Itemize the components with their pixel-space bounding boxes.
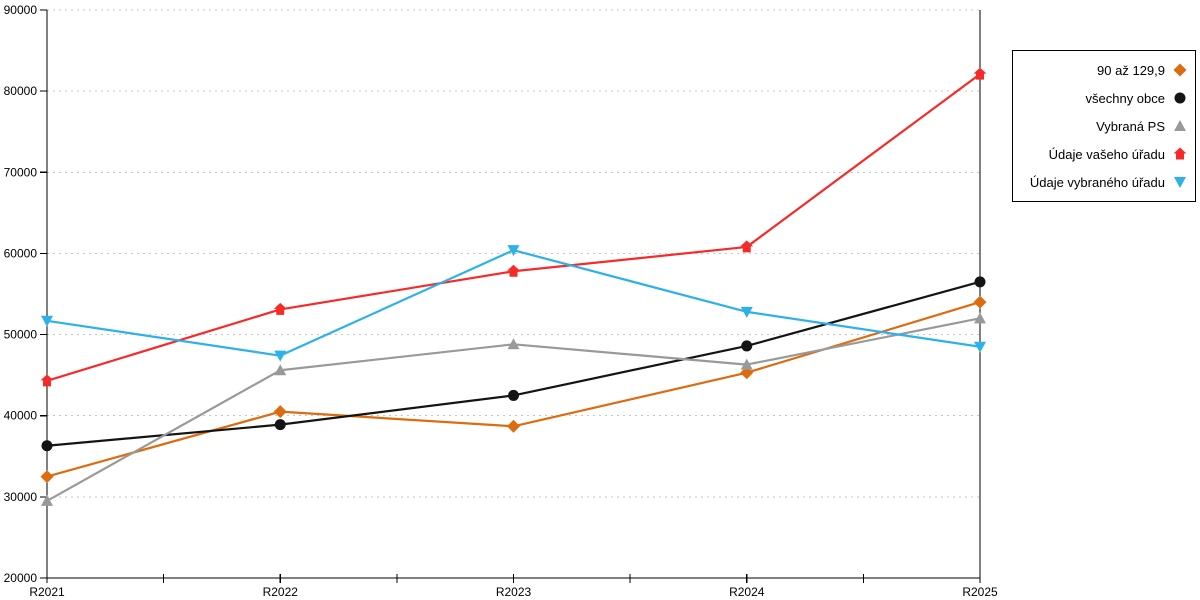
legend-label: Údaje vašeho úřadu (1048, 146, 1165, 162)
triangle-down-marker-icon (740, 306, 753, 318)
circle-glyph (1174, 92, 1186, 104)
triangle-down-marker-icon (507, 245, 520, 257)
x-tick-label: R2022 (263, 585, 299, 599)
triangle-down-marker-icon (274, 350, 287, 362)
diamond-glyph (1173, 63, 1187, 77)
diamond-marker-icon (507, 419, 520, 433)
diamond-marker-icon (273, 405, 287, 419)
triangle-down-marker-icon (974, 341, 986, 353)
diamond-icon (1173, 63, 1187, 77)
legend-item-3: Údaje vašeho úřadu (1013, 140, 1195, 168)
triangle-up-marker-icon (974, 312, 986, 324)
x-tick-label: R2023 (496, 585, 532, 599)
y-tick-label: 60000 (4, 246, 38, 260)
circle-icon (1174, 92, 1186, 104)
house-marker-icon (507, 264, 520, 277)
legend-item-0: 90 až 129,9 (1013, 56, 1195, 84)
legend-label: 90 až 129,9 (1097, 62, 1165, 78)
diamond-marker-icon (973, 295, 987, 309)
legend-item-4: Údaje vybraného úřadu (1013, 168, 1195, 196)
y-tick-label: 30000 (4, 490, 38, 504)
circle-marker-icon (274, 419, 286, 431)
legend-label: všechny obce (1085, 90, 1166, 106)
triangle-down-marker-icon (41, 315, 53, 327)
y-tick-label: 40000 (4, 409, 38, 423)
circle-marker-icon (41, 440, 53, 452)
y-tick-label: 90000 (4, 3, 38, 17)
x-tick-label: R2021 (29, 585, 65, 599)
y-tick-label: 20000 (4, 571, 38, 585)
triangle-up-marker-icon (41, 494, 53, 506)
circle-marker-icon (974, 276, 986, 288)
house-marker-icon (40, 374, 54, 387)
circle-marker-icon (741, 340, 753, 352)
legend-label: Údaje vybraného úřadu (1029, 174, 1165, 190)
house-glyph (1173, 147, 1187, 160)
triangle-up-marker-icon (507, 338, 520, 350)
legend-item-1: všechny obce (1013, 84, 1195, 112)
legend: 90 až 129,9 všechny obce Vybraná PS Údaje v… (1012, 50, 1196, 202)
y-tick-label: 50000 (4, 328, 38, 342)
series-line-0 (46, 301, 981, 478)
house-marker-icon (973, 67, 987, 80)
triangle-down-icon (1174, 177, 1186, 188)
triangle-up-marker-icon (740, 358, 753, 370)
x-tick-label: R2025 (962, 585, 998, 599)
triangle-up-marker-icon (274, 364, 287, 376)
y-tick-label: 80000 (4, 84, 38, 98)
house-marker-icon (740, 240, 754, 253)
house-marker-icon (273, 302, 287, 315)
triangle-up-icon (1174, 120, 1186, 131)
circle-marker-icon (508, 389, 519, 401)
y-tick-label: 70000 (4, 165, 38, 179)
diamond-marker-icon (40, 470, 54, 484)
triangle-down-glyph (1174, 177, 1186, 188)
legend-label: Vybraná PS (1096, 118, 1165, 134)
x-tick-label: R2024 (729, 585, 765, 599)
house-icon (1173, 147, 1187, 160)
triangle-up-glyph (1174, 120, 1186, 131)
legend-item-2: Vybraná PS (1013, 112, 1195, 140)
